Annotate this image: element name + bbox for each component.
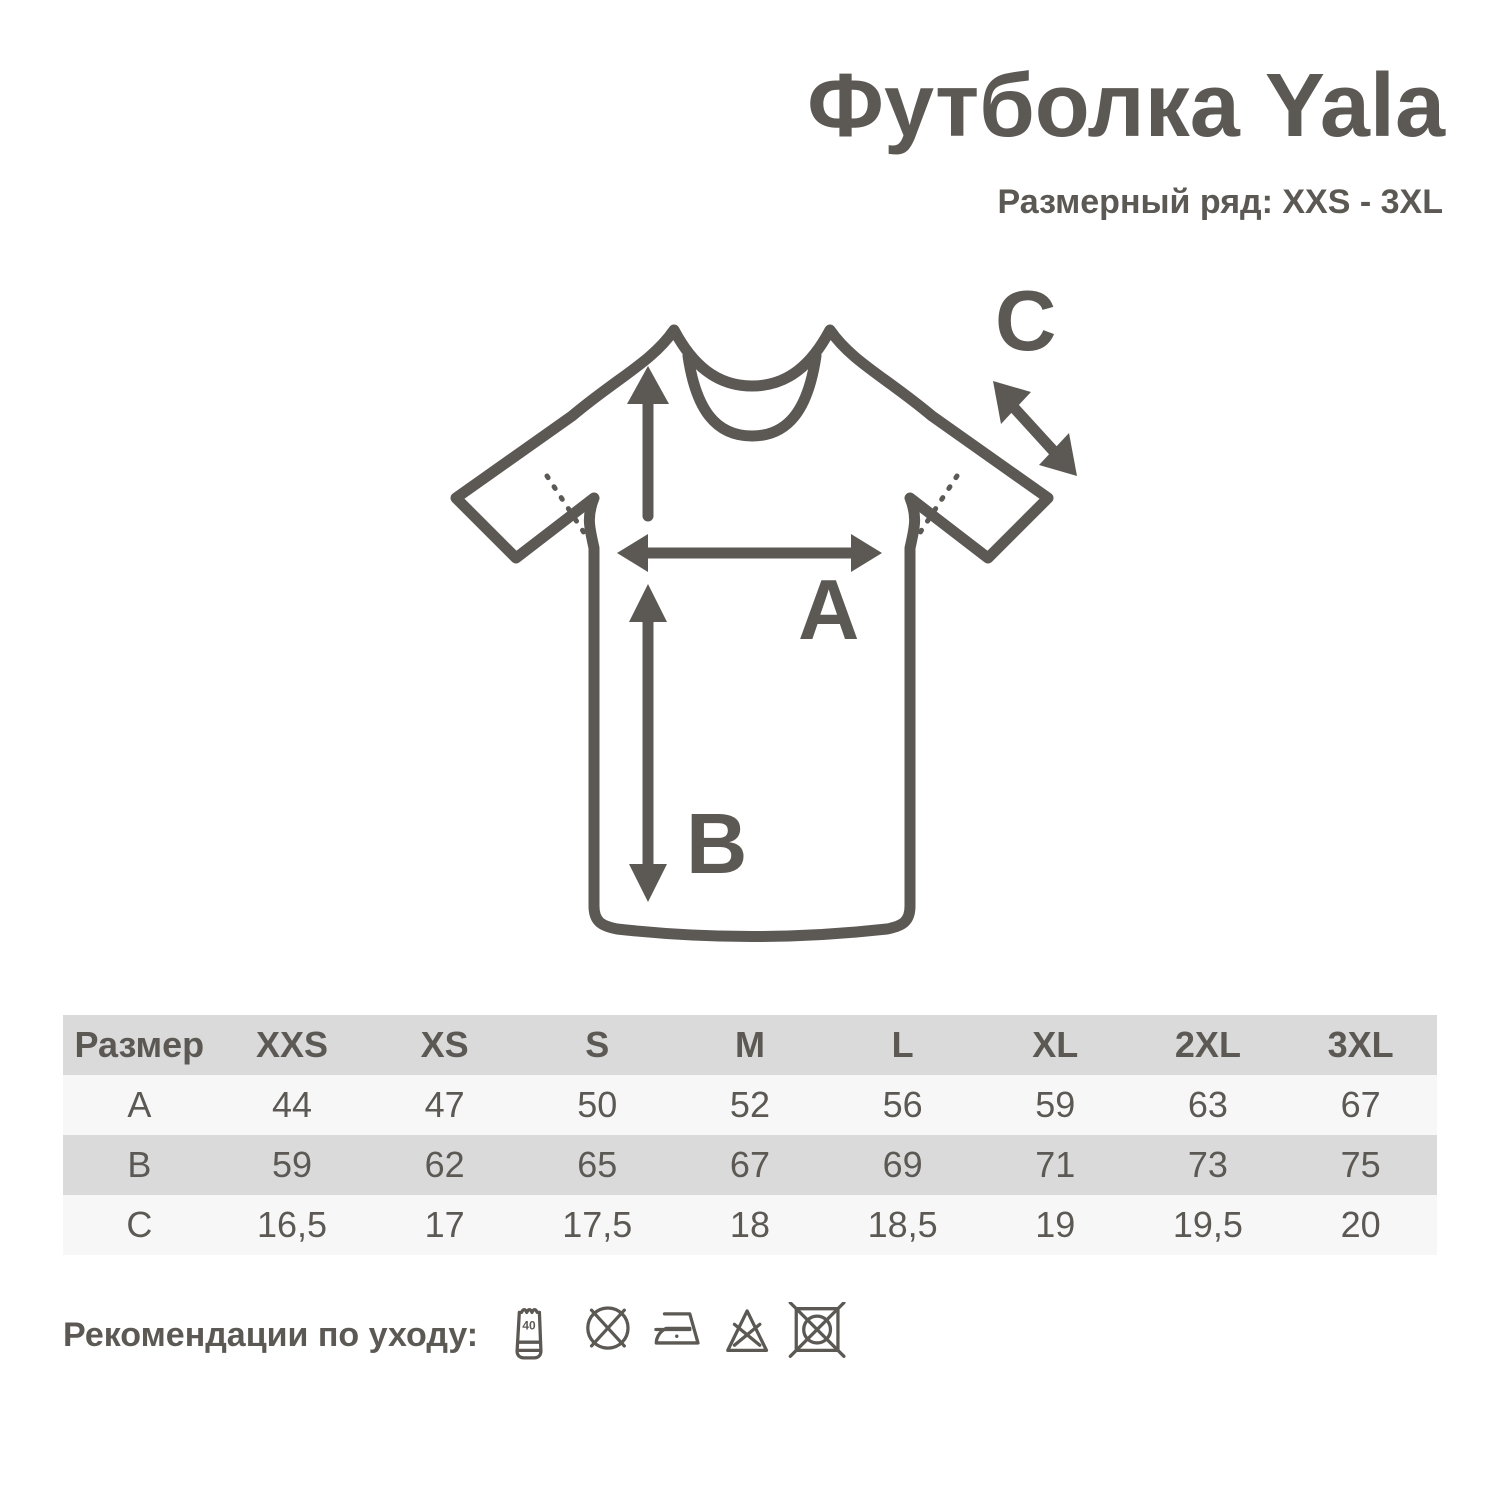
svg-text:40: 40: [522, 1319, 536, 1333]
svg-text:B: B: [686, 797, 747, 892]
svg-text:A: A: [798, 563, 859, 658]
svg-text:C: C: [995, 274, 1056, 369]
